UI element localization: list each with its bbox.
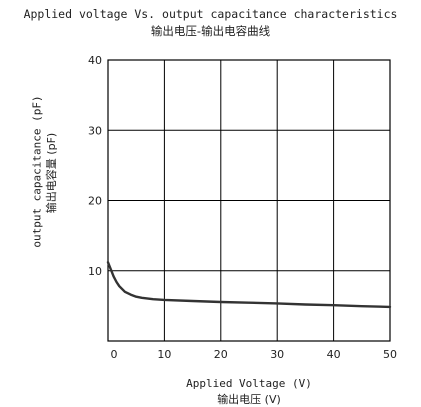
- x-tick-label: 30: [270, 348, 284, 361]
- y-tick-label: 20: [88, 195, 102, 208]
- x-tick-label: 0: [111, 348, 118, 361]
- y-tick-label: 40: [88, 54, 102, 67]
- y-axis-label: output capacitance (pF): [30, 95, 44, 248]
- plot-frame: [107, 59, 391, 342]
- x-tick-label: 10: [157, 348, 171, 361]
- chart-title: Applied voltage Vs. output capacitance c…: [23, 7, 398, 21]
- series-line: [106, 261, 392, 309]
- x-tick-label: 40: [327, 348, 341, 361]
- y-tick-label: 30: [88, 124, 102, 137]
- x-tick-label: 20: [214, 348, 228, 361]
- x-axis-label-chinese: 输出电压 (V): [217, 393, 281, 406]
- y-tick-label: 10: [88, 265, 102, 278]
- x-tick-label: 50: [383, 348, 397, 361]
- y-axis-label-chinese: 输出电容量 (pF): [45, 132, 58, 214]
- chart-title-chinese: 输出电压-输出电容曲线: [150, 24, 271, 38]
- x-axis-label: Applied Voltage (V): [186, 377, 312, 390]
